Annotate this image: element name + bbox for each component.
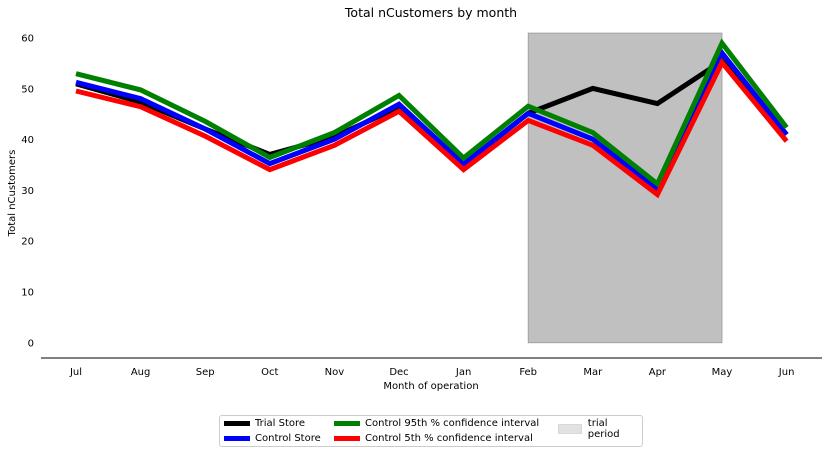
- series-line-control-5th-confidence-interval: [75, 57, 789, 199]
- x-tick-label: Mar: [583, 367, 603, 378]
- x-tick-label: Nov: [325, 367, 345, 378]
- legend-label: Control 5th % confidence interval: [365, 433, 533, 444]
- legend-label: Trial Store: [255, 418, 306, 429]
- series-layer: [75, 38, 789, 199]
- x-tick-label: Feb: [519, 367, 537, 378]
- y-tick-label: 30: [21, 186, 34, 197]
- x-tick-label: Jan: [455, 367, 471, 378]
- x-tick-label: Aug: [131, 367, 151, 378]
- x-tick-label: Jul: [69, 367, 82, 378]
- legend-swatch-control-95th: [334, 421, 360, 426]
- legend-swatch-trial-period: [558, 424, 582, 434]
- x-tick-labels: Jul Aug Sep Oct Nov Dec Jan Feb Mar Apr May Jun: [69, 367, 794, 378]
- legend-swatch-trial-store: [224, 421, 250, 426]
- x-tick-label: Dec: [389, 367, 408, 378]
- y-axis-label: Total nCustomers: [7, 150, 18, 238]
- y-tick-label: 50: [21, 84, 34, 95]
- series-line-control-95th-confidence-interval: [75, 38, 789, 188]
- x-axis-label: Month of operation: [383, 381, 478, 392]
- x-tick-label: Sep: [196, 367, 215, 378]
- legend-swatch-control-store: [224, 436, 250, 441]
- legend-label: Control Store: [255, 433, 321, 444]
- legend-item-control-store: Control Store: [224, 433, 321, 444]
- y-tick-label: 60: [21, 34, 34, 45]
- x-tick-label: Apr: [649, 367, 667, 378]
- x-tick-label: Jun: [778, 367, 795, 378]
- legend-item-control-5th: Control 5th % confidence interval: [334, 433, 533, 444]
- y-tick-labels: 0 10 20 30 40 50 60: [21, 34, 34, 350]
- y-tick-label: 10: [21, 288, 34, 299]
- y-tick-label: 20: [21, 237, 34, 248]
- x-tick-label: May: [712, 367, 733, 378]
- series-line-control-store: [75, 48, 789, 194]
- x-tick-label: Oct: [261, 367, 278, 378]
- chart-title: Total nCustomers by month: [344, 5, 517, 20]
- legend-item-control-95th: Control 95th % confidence interval: [334, 418, 539, 429]
- y-tick-label: 40: [21, 135, 34, 146]
- y-tick-label: 0: [28, 338, 34, 349]
- legend-item-trial-period: trial period: [556, 418, 642, 440]
- legend-swatch-control-5th: [334, 436, 360, 441]
- legend-item-trial-store: Trial Store: [224, 418, 305, 429]
- legend-label: trial period: [587, 418, 620, 440]
- legend-label: Control 95th % confidence interval: [365, 418, 540, 429]
- legend: Trial Store Control Store Control 95th %…: [219, 415, 643, 447]
